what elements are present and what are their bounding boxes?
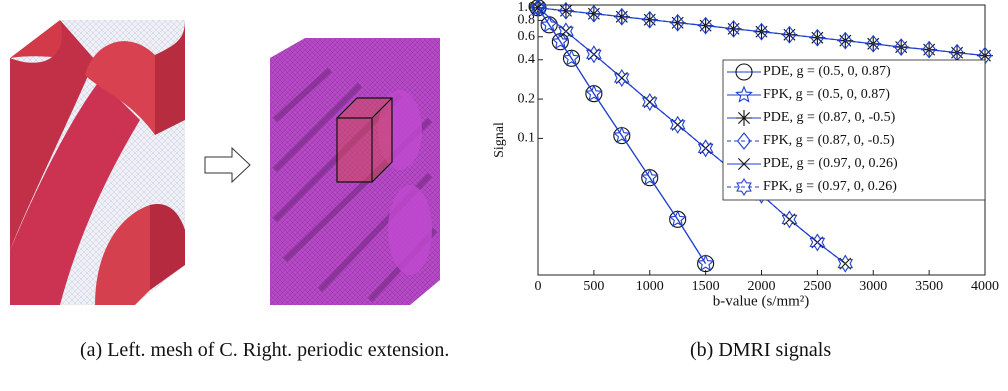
x-tick-label: 1500 [692, 279, 720, 294]
figure-art: Signal b-value (s/mm²) 0 500 1000 1500 2000 2… [0, 0, 1008, 340]
data-point [698, 256, 714, 272]
x-tick-label: 2000 [748, 279, 776, 294]
legend-label: FPK, g = (0.87, 0, -0.5) [763, 133, 895, 148]
x-axis-label: b-value (s/mm²) [713, 293, 810, 309]
x-tick-label: 1000 [636, 279, 664, 294]
y-axis-label: Signal [492, 122, 507, 158]
y-tick-label: 0.4 [518, 52, 536, 67]
figure: Signal b-value (s/mm²) 0 500 1000 1500 2000 2… [0, 0, 1008, 391]
y-tick-label: 0.1 [518, 131, 536, 146]
caption-b: (b) DMRI signals [690, 336, 831, 364]
x-tick-label: 3000 [859, 279, 887, 294]
caption-a: (a) Left. mesh of C. Right. periodic ext… [80, 336, 450, 364]
legend-label: FPK, g = (0.5, 0, 0.87) [763, 87, 890, 102]
legend-marker [736, 110, 752, 126]
legend-label: PDE, g = (0.5, 0, 0.87) [763, 64, 891, 79]
legend-label: FPK, g = (0.97, 0, 0.26) [763, 179, 897, 194]
arrow [205, 148, 250, 182]
x-tick-label: 0 [535, 279, 542, 294]
legend-label: PDE, g = (0.97, 0, 0.26) [763, 156, 898, 171]
y-tick-label: 0.6 [518, 29, 536, 44]
periodic-extension [270, 38, 440, 305]
x-tick-label: 2500 [803, 279, 831, 294]
x-tick-label: 500 [583, 279, 604, 294]
mesh-c [10, 20, 185, 305]
chart: Signal b-value (s/mm²) 0 500 1000 1500 2000 2… [492, 0, 999, 309]
x-tick-label: 3500 [915, 279, 943, 294]
y-tick-label: 0.2 [518, 91, 536, 106]
x-tick-label: 4000 [971, 279, 999, 294]
legend-label: PDE, g = (0.87, 0, -0.5) [763, 110, 896, 125]
